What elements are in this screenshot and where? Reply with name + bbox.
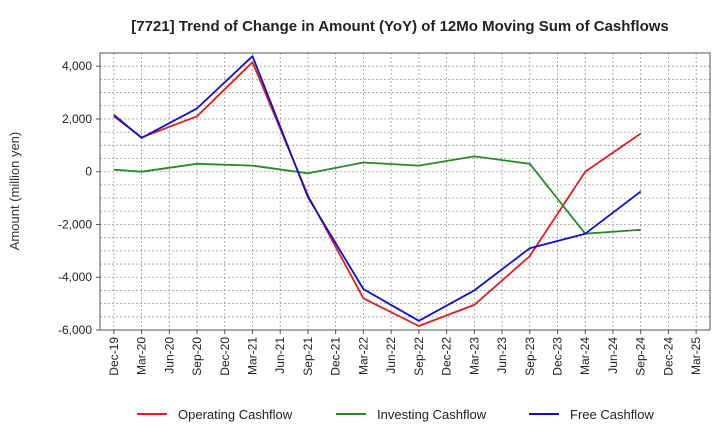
x-tick-label: Sep-21 [301,337,315,376]
chart-title: [7721] Trend of Change in Amount (YoY) o… [131,18,669,35]
x-tick-label: Sep-22 [412,337,426,376]
x-tick-label: Dec-23 [551,337,565,376]
series-line-investing-cashflow [113,155,641,235]
y-tick-label: -2,000 [58,217,92,231]
x-tick-label: Dec-21 [329,337,343,376]
y-axis-label: Amount (million yen) [7,132,22,251]
x-tick-label: Sep-24 [634,337,648,376]
y-tick-label: -6,000 [58,323,92,337]
x-tick-label: Dec-24 [661,337,675,376]
x-tick-label: Jun-23 [495,337,509,374]
legend-label: Operating Cashflow [178,407,293,422]
x-tick-label: Mar-21 [246,337,260,375]
series-line-operating-cashflow [113,61,642,327]
x-tick-label: Sep-20 [190,337,204,376]
x-axis: Dec-19 Mar-20 Jun-20 Sep-20 Dec-20 Mar-21 Jun-… [107,330,703,376]
series-line-free-cashflow [113,55,642,322]
y-tick-label: -4,000 [58,270,92,284]
y-tick-label: 2,000 [62,112,92,126]
x-tick-label: Jun-20 [162,337,176,374]
x-tick-label: Mar-22 [356,337,370,375]
x-tick-label: Sep-23 [523,337,537,376]
x-tick-label: Mar-23 [467,337,481,375]
y-axis: 4,000 2,000 0 -2,000 -4,000 -6,000 [58,59,100,337]
x-tick-label: Dec-22 [440,337,454,376]
x-tick-label: Dec-20 [218,337,232,376]
x-tick-label: Mar-24 [578,337,592,375]
x-tick-label: Jun-24 [606,337,620,374]
y-tick-label: 4,000 [62,59,92,73]
x-tick-label: Jun-22 [384,337,398,374]
grid [100,53,710,330]
plot-frame [99,52,711,331]
legend-label: Investing Cashflow [377,407,487,422]
x-tick-label: Mar-25 [689,337,703,375]
x-tick-label: Dec-19 [107,337,121,376]
legend-label: Free Cashflow [570,407,654,422]
legend: Operating Cashflow Investing Cashflow Free… [137,407,654,422]
x-tick-label: Jun-21 [273,337,287,374]
x-tick-label: Mar-20 [135,337,149,375]
series-group [113,55,642,327]
y-tick-label: 0 [85,165,92,179]
